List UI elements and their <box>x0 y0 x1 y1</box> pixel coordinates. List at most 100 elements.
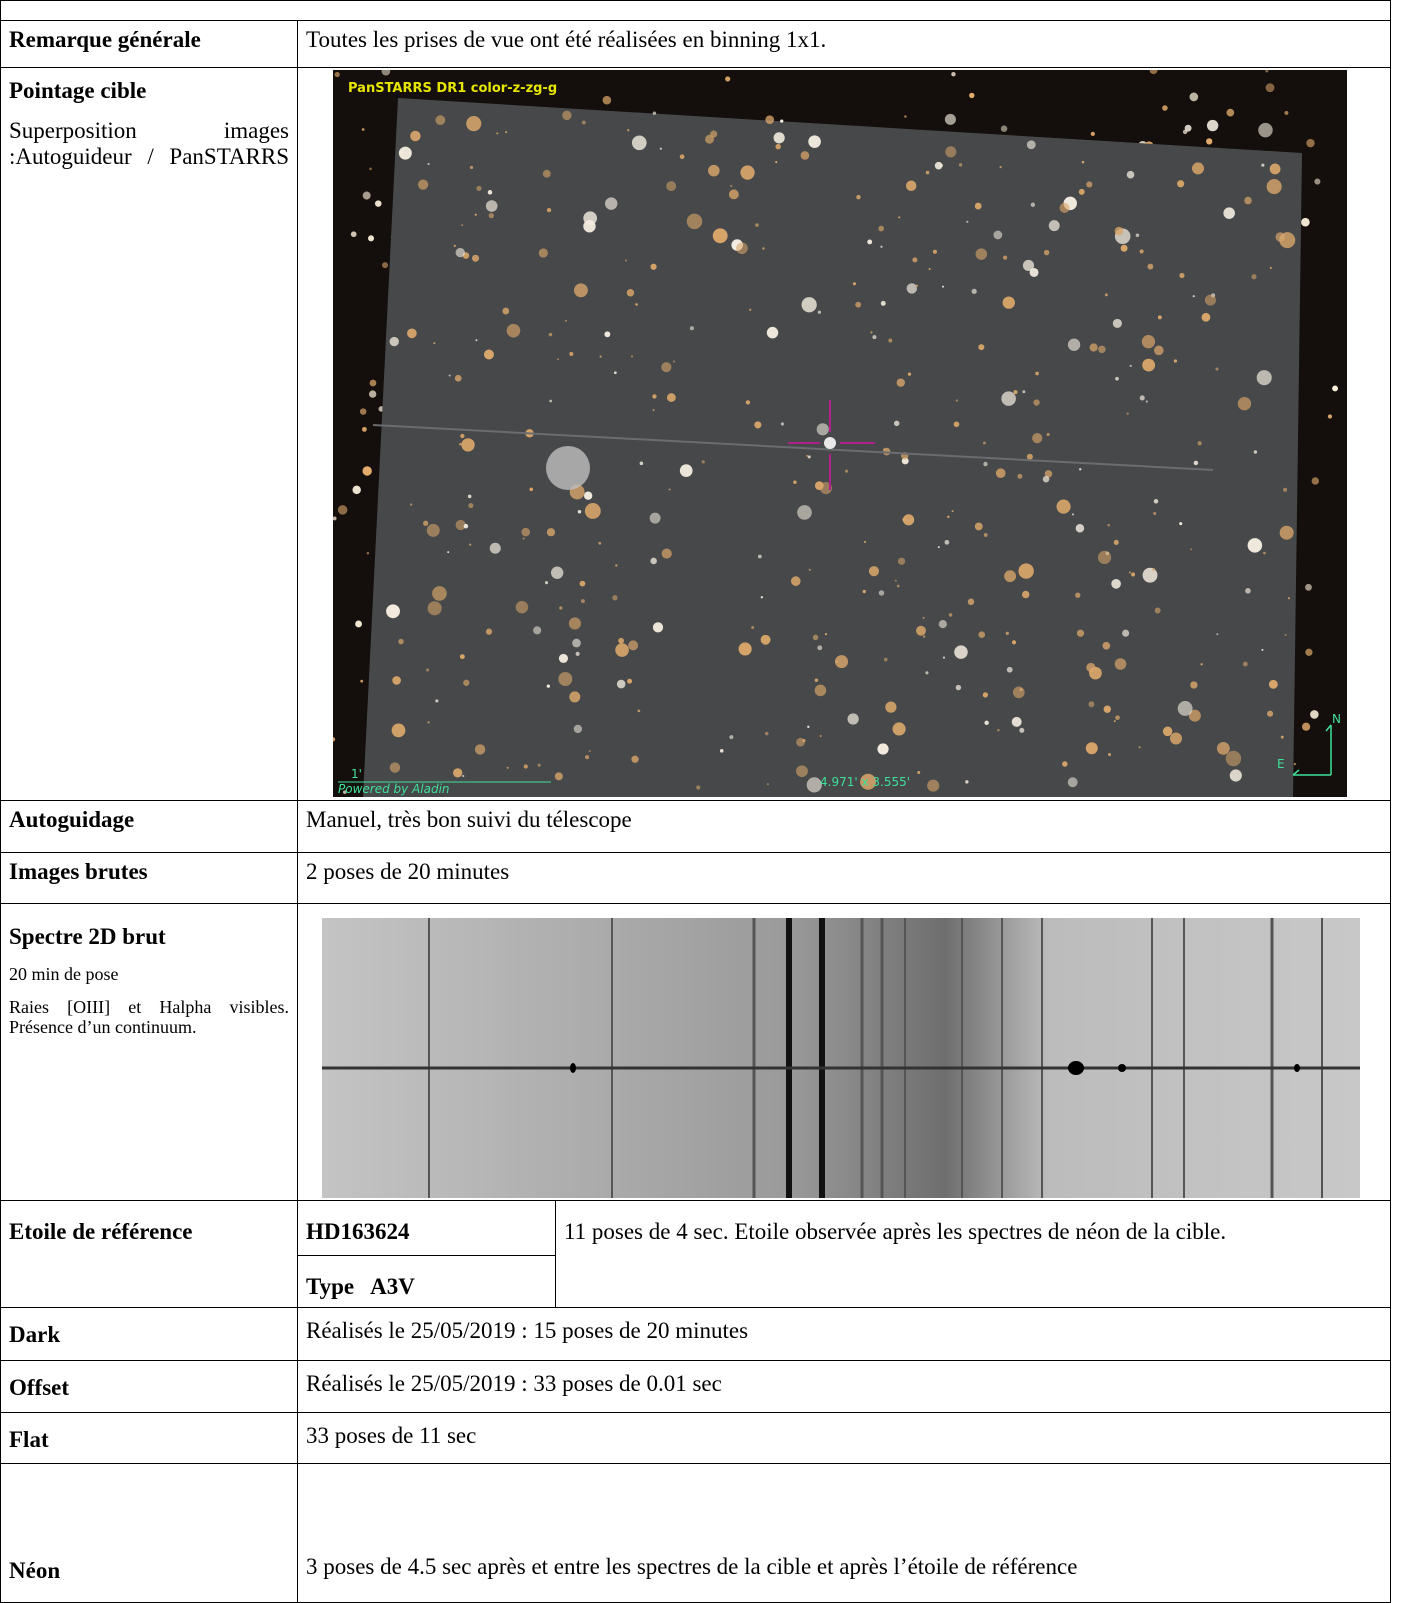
decor <box>751 626 754 629</box>
decor <box>978 631 985 638</box>
sky-image: PanSTARRS DR1 color-z-zg-g 1' Powered by… <box>333 70 1347 797</box>
decor <box>1158 315 1162 319</box>
decor <box>1194 461 1198 465</box>
decor <box>1114 540 1119 545</box>
decor <box>1000 166 1002 168</box>
decor <box>1127 171 1135 179</box>
decor <box>864 541 866 543</box>
decor <box>976 248 987 259</box>
decor <box>399 147 412 160</box>
decor <box>1206 138 1212 144</box>
decor <box>460 654 465 659</box>
decor <box>1248 538 1263 553</box>
decor <box>1033 399 1039 405</box>
decor <box>410 503 412 505</box>
decor <box>1102 642 1110 650</box>
decor <box>653 111 656 114</box>
decor <box>435 115 445 125</box>
decor <box>894 421 899 426</box>
cell: Images brutes <box>0 852 298 904</box>
decor <box>978 344 984 350</box>
decor <box>907 283 917 293</box>
decor <box>605 197 617 209</box>
decor <box>462 775 464 777</box>
decor <box>476 186 481 191</box>
label: Remarque générale <box>9 27 201 52</box>
decor <box>572 639 581 648</box>
decor <box>947 515 950 518</box>
cell: Offset <box>0 1360 298 1413</box>
decor <box>1267 711 1273 717</box>
decor <box>1130 365 1132 367</box>
label: Dark <box>9 1322 289 1348</box>
decor <box>600 356 602 358</box>
decor <box>736 242 748 254</box>
page: Remarque générale Toutes les prises de v… <box>0 0 1410 1589</box>
decor <box>1018 563 1033 578</box>
decor <box>545 581 548 584</box>
decor <box>940 164 943 167</box>
decor <box>1305 649 1312 656</box>
decor <box>1266 83 1275 92</box>
decor <box>765 732 769 736</box>
decor <box>809 569 811 571</box>
decor <box>627 129 629 131</box>
label: Flat <box>9 1427 289 1453</box>
decor <box>746 400 750 404</box>
decor <box>516 601 529 614</box>
decor <box>559 654 568 663</box>
decor <box>926 171 930 175</box>
decor <box>617 680 626 689</box>
decor <box>767 327 778 338</box>
decor <box>390 337 399 346</box>
decor <box>1288 597 1290 599</box>
decor <box>1312 477 1319 484</box>
label: Offset <box>9 1375 289 1401</box>
decor <box>1217 742 1230 755</box>
decor <box>1049 220 1060 231</box>
cell: Dark <box>0 1307 298 1361</box>
decor <box>1243 662 1248 667</box>
decor <box>549 400 552 403</box>
decor <box>1098 551 1111 564</box>
decor <box>507 767 509 769</box>
decor <box>815 685 827 697</box>
decor <box>625 260 627 262</box>
decor <box>1153 512 1156 515</box>
decor <box>1022 390 1025 393</box>
decor <box>774 132 785 143</box>
text: 11 poses de 4 sec. Etoile observée après… <box>564 1219 1382 1244</box>
decor <box>427 721 429 723</box>
galaxy <box>546 446 590 490</box>
decor <box>523 538 525 540</box>
decor <box>1140 249 1144 253</box>
decor <box>667 393 676 402</box>
cell: Remarque générale <box>0 20 298 68</box>
decor <box>879 590 884 595</box>
decor <box>1001 125 1008 132</box>
cell: Flat <box>0 1412 298 1464</box>
decor <box>524 764 528 768</box>
decor <box>447 551 449 553</box>
decor <box>362 466 371 475</box>
decor <box>767 783 769 785</box>
decor <box>538 764 541 767</box>
decor <box>878 226 884 232</box>
decor <box>502 308 509 315</box>
decor <box>835 660 837 662</box>
decor <box>758 555 762 559</box>
decor <box>1170 733 1182 745</box>
decor <box>969 93 974 98</box>
decor <box>598 542 601 545</box>
decor <box>569 617 581 629</box>
decor <box>569 691 580 702</box>
decor <box>578 510 581 513</box>
decor <box>569 352 573 356</box>
decor <box>1139 746 1141 748</box>
decor <box>904 115 907 118</box>
decor <box>375 200 382 207</box>
decor <box>912 257 917 262</box>
decor <box>604 331 610 337</box>
decor <box>775 144 780 149</box>
decor <box>1281 736 1284 739</box>
